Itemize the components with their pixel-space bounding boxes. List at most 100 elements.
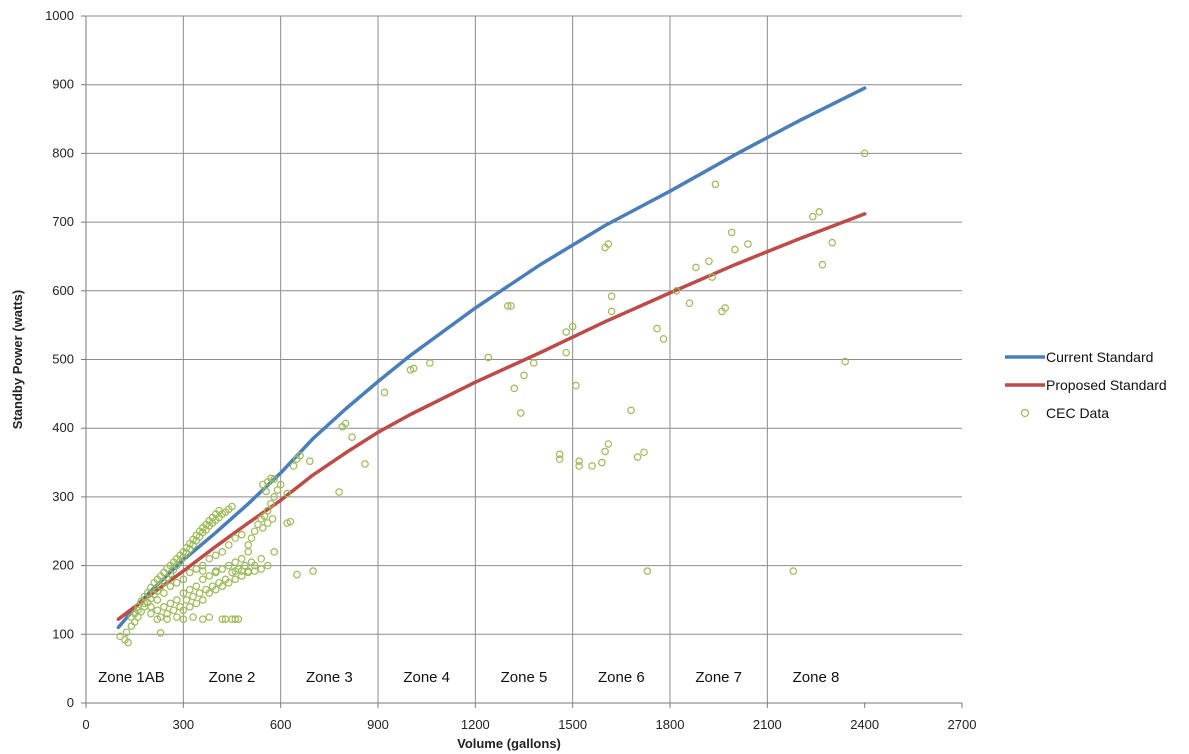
cec-data-point	[247, 534, 256, 542]
cec-data-point	[268, 515, 277, 523]
cec-data-point	[192, 565, 201, 573]
cec-data-point	[815, 207, 824, 216]
cec-data-point	[218, 615, 227, 623]
cec-data-point	[244, 541, 253, 549]
cec-data-point	[507, 302, 515, 310]
cec-data-point	[643, 567, 652, 575]
cec-data-point	[604, 440, 613, 448]
x-tick-label: 1500	[558, 717, 587, 732]
cec-data-point	[263, 519, 272, 527]
cec-data-point	[711, 180, 720, 189]
cec-data-point	[555, 455, 564, 463]
y-tick-label: 300	[52, 489, 74, 504]
cec-data-point	[218, 548, 227, 556]
cec-data-point	[195, 589, 204, 597]
legend: Current Standard Proposed Standard CEC Dat…	[1005, 349, 1167, 421]
cec-data-point	[228, 502, 236, 511]
cec-data-point	[186, 603, 194, 611]
cec-data-point	[588, 462, 596, 470]
cec-data-point	[224, 561, 233, 570]
cec-data-point	[166, 582, 175, 591]
cec-data-point	[215, 506, 223, 515]
cec-data-point	[153, 606, 162, 615]
cec-data-point	[160, 603, 168, 611]
cec-data-point	[179, 615, 188, 623]
cec-data-point	[218, 582, 227, 591]
cec-data-point	[672, 286, 681, 295]
cec-data-point	[257, 565, 266, 573]
cec-data-point	[259, 480, 267, 489]
cec-data-point	[604, 240, 613, 248]
zone-label: Zone 6	[598, 669, 645, 686]
cec-data-point	[789, 567, 798, 575]
cec-data-point	[627, 406, 635, 415]
cec-data-point	[179, 589, 188, 597]
legend-label-cec-data: CEC Data	[1046, 405, 1109, 421]
cec-data-point	[199, 561, 207, 570]
cec-data-point	[163, 609, 171, 618]
cec-data-point	[231, 558, 240, 566]
cec-data-points	[116, 149, 869, 647]
cec-data-point	[276, 480, 285, 489]
x-tick-label: 0	[82, 717, 89, 732]
cec-data-point	[841, 357, 850, 366]
cec-data-point	[731, 245, 739, 254]
cec-data-point	[140, 599, 149, 608]
cec-data-point	[293, 570, 301, 579]
zone-label: Zone 1AB	[98, 669, 165, 686]
cec-data-point	[199, 596, 207, 604]
cec-data-point	[189, 592, 197, 601]
cec-data-point	[692, 263, 700, 272]
cec-data-point	[409, 364, 418, 373]
cec-data-point	[211, 567, 220, 575]
cec-data-point	[211, 585, 220, 594]
cec-data-point	[173, 596, 181, 604]
cec-data-point	[263, 506, 272, 515]
cec-data-point	[575, 457, 583, 465]
cec-data-point	[156, 629, 165, 637]
cec-data-point	[186, 585, 194, 594]
cec-data-point	[254, 520, 262, 529]
cec-data-point	[270, 548, 278, 556]
cec-data-point	[640, 448, 648, 457]
y-tick-label: 100	[52, 626, 74, 641]
cec-data-point	[270, 493, 278, 501]
y-tick-label: 0	[67, 695, 74, 710]
cec-data-point	[335, 488, 343, 496]
cec-data-point	[231, 615, 240, 623]
cec-data-point	[510, 384, 519, 393]
cec-data-point	[211, 551, 220, 560]
cec-data-point	[520, 371, 528, 380]
axis-titles: Volume (gallons) Standby Power (watts)	[10, 290, 561, 751]
cec-data-point	[166, 599, 175, 608]
cec-data-point	[218, 565, 227, 573]
axes	[81, 15, 963, 708]
cec-data-point	[555, 450, 564, 459]
cec-data-point	[426, 359, 434, 367]
cec-data-point	[153, 596, 162, 604]
legend-swatch-cec-data	[1020, 408, 1030, 418]
cec-data-point	[231, 534, 240, 542]
cec-data-point	[484, 353, 493, 362]
cec-data-point	[283, 489, 291, 498]
cec-data-point	[199, 567, 207, 575]
cec-data-point	[179, 606, 188, 615]
zone-label: Zone 3	[306, 669, 353, 686]
cec-data-point	[306, 457, 314, 465]
cec-data-point	[192, 582, 201, 591]
cec-data-point	[653, 324, 661, 333]
zone-boundaries	[182, 16, 768, 703]
cec-data-point	[273, 486, 282, 494]
cec-data-point	[568, 322, 577, 331]
cec-data-point	[127, 613, 136, 621]
cec-data-point	[262, 487, 270, 496]
zone-labels: Zone 1AB Zone 2 Zone 3 Zone 4 Zone 5 Zone 6 Zo…	[98, 669, 839, 686]
zone-label: Zone 4	[403, 669, 450, 686]
zone-label: Zone 7	[695, 669, 742, 686]
x-tick-label: 1200	[461, 717, 490, 732]
cec-data-point	[818, 260, 827, 269]
cec-data-point	[607, 307, 616, 316]
x-tick-label: 2100	[753, 717, 782, 732]
cec-data-point	[685, 299, 694, 307]
